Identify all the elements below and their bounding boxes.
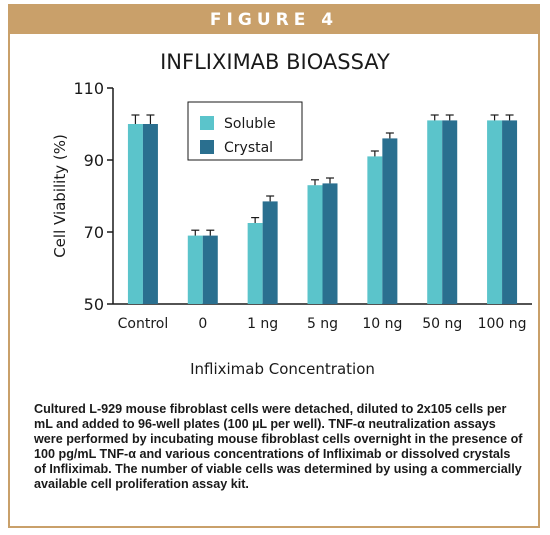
y-tick-label-0: 50 xyxy=(84,295,104,314)
legend-label-soluble: Soluble xyxy=(224,116,276,132)
x-tick-label-3: 5 ng xyxy=(307,316,338,332)
legend-swatch-soluble xyxy=(200,116,214,130)
x-tick-label-2: 1 ng xyxy=(247,316,278,332)
bar-crystal-6 xyxy=(502,120,518,305)
y-tick-label-3: 110 xyxy=(73,79,104,98)
bar-crystal-5 xyxy=(442,120,458,305)
x-tick-label-6: 100 ng xyxy=(478,316,527,332)
figure-frame: FIGURE 4 INFLIXIMAB BIOASSAY 50 70 90 110 Cel… xyxy=(8,4,540,528)
legend-swatch-crystal xyxy=(200,140,214,154)
bar-crystal-2 xyxy=(262,201,278,304)
y-tick-label-1: 70 xyxy=(84,223,104,242)
bar-chart: INFLIXIMAB BIOASSAY 50 70 90 110 Cell Viabili… xyxy=(51,50,532,378)
bar-soluble-3 xyxy=(307,185,323,304)
bar-soluble-4 xyxy=(367,156,383,304)
legend-label-crystal: Crystal xyxy=(224,140,273,156)
x-tick-label-4: 10 ng xyxy=(362,316,402,332)
bar-crystal-3 xyxy=(322,183,338,304)
figure-caption: Cultured L-929 mouse fibroblast cells we… xyxy=(34,402,523,491)
x-axis-label: Infliximab Concentration xyxy=(190,360,375,378)
bar-soluble-1 xyxy=(187,235,203,304)
bar-crystal-4 xyxy=(382,138,398,304)
y-axis-label: Cell Viability (%) xyxy=(51,134,69,258)
x-tick-label-5: 50 ng xyxy=(422,316,462,332)
bar-soluble-6 xyxy=(487,120,503,305)
figure-banner: FIGURE 4 xyxy=(10,6,538,34)
bar-soluble-5 xyxy=(427,120,443,305)
bar-crystal-1 xyxy=(202,235,218,304)
y-tick-label-2: 90 xyxy=(84,151,104,170)
x-tick-label-1: 0 xyxy=(198,316,207,332)
bar-crystal-0 xyxy=(142,124,158,304)
x-tick-label-0: Control xyxy=(118,316,169,332)
bar-soluble-2 xyxy=(247,223,263,304)
chart-title: INFLIXIMAB BIOASSAY xyxy=(160,50,390,74)
bar-soluble-0 xyxy=(127,124,143,304)
